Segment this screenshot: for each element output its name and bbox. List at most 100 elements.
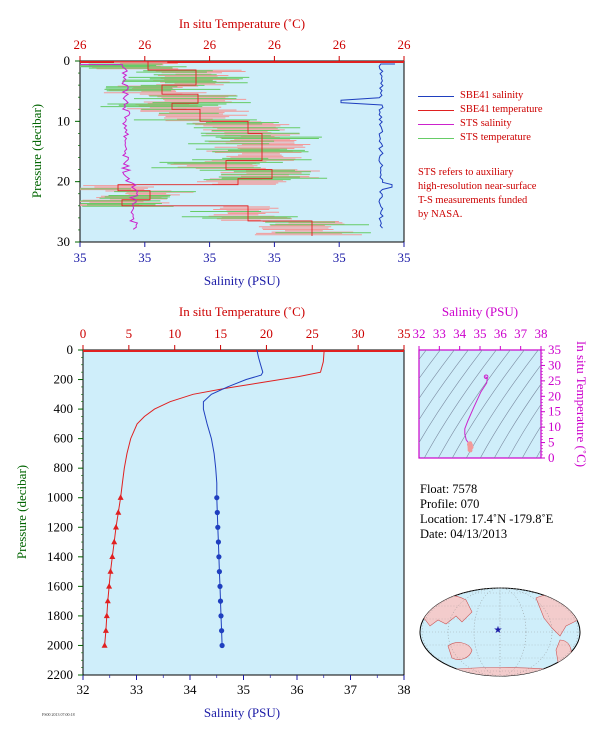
bottom-pressure-tick-label: 800 [54,460,74,475]
bottom-temperature-tick-label: 35 [398,326,411,341]
salinity-marker [218,613,224,619]
legend-item-sts-temperature: STS temperature [418,131,543,145]
top-temperature-tick-label: 26 [268,37,282,52]
inset-salinity-axis-title: Salinity (PSU) [442,304,518,319]
top-salinity-axis-title: Salinity (PSU) [204,273,280,288]
bottom-pressure-tick-label: 600 [54,431,74,446]
temperature-markers [101,494,124,648]
bottom-salinity-tick-label: 37 [344,682,358,697]
density-contour [419,350,427,360]
sbe41-temperature-line [117,61,313,236]
map-antarctica [429,667,573,676]
temperature-marker [117,494,124,500]
top-temperature-axis-title: In situ Temperature (˚C) [179,16,305,31]
temperature-marker [107,568,114,574]
map-south-america [555,639,572,673]
ts-surface-point [483,374,489,380]
temperature-marker [115,509,122,515]
legend-item-sbe41-salinity: SBE41 salinity [418,89,543,103]
density-contour [419,350,469,421]
profile-date: Date: 04/13/2013 [420,527,508,541]
salinity-marker [219,628,225,634]
temperature-marker [101,642,108,648]
ts-inset: Salinity (PSU) 32 33 34 35 36 37 38 0510152025… [413,304,590,467]
density-contour [493,383,541,458]
bottom-pressure-tick-label: 1200 [47,519,73,534]
inset-salinity-tick-label: 34 [453,326,467,341]
legend-item-sbe41-temperature: SBE41 temperature [418,103,543,117]
bottom-pressure-tick-label: 1600 [47,578,73,593]
top-salinity-tick-label: 35 [333,250,346,265]
bottom-temperature-axis-title: In situ Temperature (˚C) [179,304,305,319]
sbe41-salinity-line [340,63,395,229]
bottom-pressure-ticks: 0 200 400 600 800 1000 1200 1400 1600 1800 2000 220… [47,342,83,682]
bottom-pressure-tick-label: 400 [54,401,74,416]
bottom-salinity-axis-title: Salinity (PSU) [204,705,280,720]
inset-salinity-tick-label: 36 [494,326,508,341]
bottom-salinity-tick-label: 34 [184,682,198,697]
salinity-marker [216,569,222,575]
bottom-plot-area [82,349,405,676]
temperature-marker [113,523,119,530]
salinity-marker [214,495,220,501]
density-contour [419,350,455,400]
density-contour [465,350,539,458]
inset-temperature-tick-label: 30 [548,357,561,372]
bottom-temperature-tick-label: 15 [214,326,227,341]
density-contour [423,350,497,458]
top-salinity-tick-label: 35 [74,250,87,265]
float-info: Float: 7578 Profile: 070 Location: 17.4˚… [420,482,553,542]
map-graticule [420,587,580,677]
salinity-markers [214,495,225,649]
inset-plot-area [418,349,542,459]
bottom-pressure-tick-label: 2200 [47,667,73,682]
density-contour [419,350,441,380]
bottom-pressure-tick-label: 1000 [47,490,73,505]
density-contour [507,403,541,458]
map-australia [447,642,473,660]
bottom-temperature-ticks: 0 5 10 15 20 25 30 35 [80,326,411,350]
top-salinity-tick-label: 35 [268,250,281,265]
note-line: high-resolution near-surface [418,181,537,192]
bottom-salinity-tick-label: 32 [77,682,90,697]
density-contour [419,350,483,444]
bottom-salinity-tick-label: 35 [237,682,250,697]
temperature-marker [102,627,109,633]
inset-salinity-tick-label: 38 [535,326,548,341]
bottom-pressure-tick-label: 2000 [47,637,73,652]
top-temperature-ticks: 26 26 26 26 26 26 [74,37,412,61]
legend-item-sts-salinity: STS salinity [418,117,543,131]
graticule-line [447,587,553,677]
legend: SBE41 salinity SBE41 temperature STS sal… [418,89,543,145]
note-line: STS refers to auxiliary [418,167,514,178]
top-temperature-tick-label: 26 [333,37,347,52]
bottom-temperature-tick-label: 20 [260,326,273,341]
bottom-temperature-tick-label: 25 [306,326,319,341]
top-pressure-ticks: 0 10 20 30 [57,53,80,249]
top-temperature-tick-label: 26 [138,37,152,52]
top-temperature-tick-label: 26 [203,37,217,52]
density-contour [535,448,541,458]
legend-swatch-sbe41-temperature [418,109,454,111]
density-contour [451,350,525,458]
top-temperature-tick-label: 26 [398,37,412,52]
inset-salinity-tick-label: 37 [514,326,528,341]
bottom-temperature-tick-label: 10 [168,326,181,341]
bottom-temperature-tick-label: 0 [80,326,87,341]
top-salinity-tick-label: 35 [203,250,216,265]
legend-label: STS temperature [460,132,531,143]
top-series-group [80,61,395,236]
legend-swatch-sbe41-salinity [418,95,454,97]
inset-temperature-tick-label: 5 [548,435,555,450]
inset-salinity-ticks: 32 33 34 35 36 37 38 [413,326,548,350]
salinity-marker [216,554,222,560]
bottom-temperature-tick-label: 30 [352,326,365,341]
top-pressure-tick-label: 30 [57,234,70,249]
inset-salinity-tick-label: 33 [433,326,446,341]
density-contours [419,350,541,458]
inset-temperature-tick-label: 0 [548,450,555,465]
inset-salinity-tick-label: 35 [474,326,487,341]
top-pressure-tick-label: 20 [57,174,70,189]
top-pressure-tick-label: 0 [64,53,71,68]
